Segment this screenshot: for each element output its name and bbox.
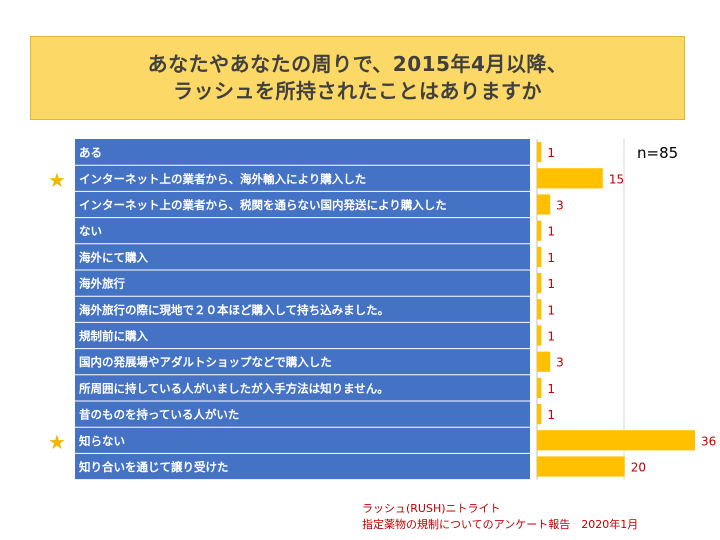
category-label: 昔のものを持っている人がいた [79,408,239,422]
title-line-2: ラッシュを所持されたことはありますか [173,79,542,103]
category-label: ある [79,146,102,160]
category-label: 知り合いを通じて譲り受けた [78,460,229,474]
data-label: 15 [609,172,624,186]
category-label: 知らない [78,434,125,448]
bar [537,168,603,189]
title-line-1: あなたやあなたの周りで、2015年4月以降、 [147,52,568,76]
category-label: インターネット上の業者から、海外輸入により購入した [79,172,366,186]
sample-size-label: n=85 [637,144,679,162]
data-label: 1 [547,330,555,344]
category-label-panel [75,139,530,480]
category-label: 国内の発展場やアダルトショップなどで購入した [79,355,332,369]
footnote-line-1: ラッシュ(RUSH)ニトライト [362,502,501,515]
bar [537,142,542,163]
star-icon: ★ [48,430,66,454]
data-label: 1 [547,225,555,239]
data-label: 1 [547,146,555,160]
category-label: 規制前に購入 [79,329,148,343]
bar [537,377,542,398]
data-label: 36 [701,434,716,448]
data-label: 1 [547,382,555,396]
bar [537,299,542,320]
title-box: あなたやあなたの周りで、2015年4月以降、 ラッシュを所持されたことはあります… [30,36,685,120]
bar [537,351,551,372]
category-label: 海外旅行 [79,277,125,291]
data-label: 3 [556,356,564,370]
star-icon: ★ [48,168,66,192]
data-label: 1 [547,303,555,317]
category-label: 所周囲に持している人がいましたが入手方法は知りません。 [79,381,389,395]
bar [537,456,625,477]
bar [537,220,542,241]
bar [537,325,542,346]
bar [537,273,542,294]
bar [537,246,542,267]
data-label: 1 [547,251,555,265]
category-label: 海外にて購入 [79,250,148,264]
bar [537,404,542,425]
bar [537,430,695,451]
data-label: 20 [631,461,646,475]
data-label: 3 [556,199,564,213]
category-label: インターネット上の業者から、税関を通らない国内発送により購入した [79,198,447,212]
data-label: 1 [547,277,555,291]
bar [537,194,551,215]
footnote-line-2: 指定薬物の規制についてのアンケート報告 2020年1月 [362,518,639,531]
category-label: ない [79,224,102,238]
data-label: 1 [547,408,555,422]
category-label: 海外旅行の際に現地で２０本ほど購入して持ち込みました。 [79,303,389,317]
